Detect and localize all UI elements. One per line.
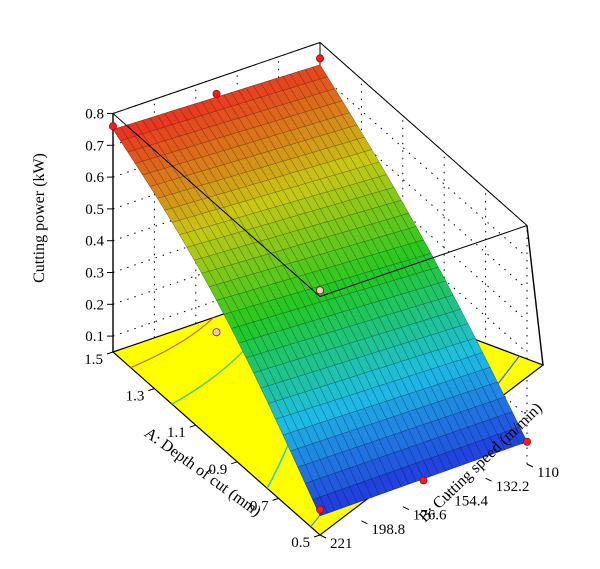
design-point xyxy=(212,328,221,337)
x-tick-label: 1.1 xyxy=(167,425,186,441)
right-edge xyxy=(526,225,544,366)
x-tick xyxy=(231,461,238,465)
response-surface xyxy=(112,64,528,517)
design-points xyxy=(109,54,532,514)
y-tick-label: 198.8 xyxy=(371,522,405,538)
z-grid-line xyxy=(112,41,528,226)
x-tick-label: 1.5 xyxy=(84,352,103,368)
y-tick-label: 176.6 xyxy=(413,508,447,524)
z-tick-label: 0.7 xyxy=(85,138,104,154)
z-tick-label: 0.5 xyxy=(85,202,104,218)
x-tick-label: 0.7 xyxy=(250,498,269,514)
x-tick-label: 0.5 xyxy=(291,535,310,551)
z-tick-label: 0.3 xyxy=(85,266,104,282)
x-tick xyxy=(189,424,196,428)
design-point xyxy=(109,122,118,131)
x-tick xyxy=(148,388,155,392)
axis-ticks: 0.1 0.2 0.3 0.4 0.5 0.6 0.7 0.8 0.5 0.7 0.9 1.1 1.3 1… xyxy=(84,107,559,553)
z-tick-label: 0.8 xyxy=(85,107,104,123)
design-point xyxy=(315,54,324,63)
y-tick-label: 132.2 xyxy=(496,479,530,495)
chart-front-frame xyxy=(112,113,528,298)
y-tick xyxy=(443,491,451,496)
y-tick-label: 154.4 xyxy=(454,493,488,509)
y-tick-label: 221 xyxy=(330,536,353,552)
x-tick xyxy=(313,534,321,538)
y-tick xyxy=(485,477,492,482)
y-tick xyxy=(526,463,534,468)
design-point xyxy=(523,437,532,446)
design-point xyxy=(419,476,428,485)
z-tick-label: 0.6 xyxy=(85,170,104,186)
z-tick-label: 0.1 xyxy=(85,329,104,345)
design-point xyxy=(212,89,221,98)
top-front-edge xyxy=(112,113,528,298)
x-tick xyxy=(106,351,114,355)
x-tick xyxy=(272,497,279,501)
design-point xyxy=(315,286,324,295)
z-tick-label: 0.4 xyxy=(85,234,104,250)
design-point xyxy=(315,505,324,514)
x-tick-label: 0.9 xyxy=(208,462,227,478)
x-tick-label: 1.3 xyxy=(126,389,145,405)
y-tick xyxy=(361,520,368,525)
y-tick xyxy=(402,506,410,511)
z-tick-label: 0.2 xyxy=(85,297,104,313)
y-tick-label: 110 xyxy=(537,465,559,481)
y-tick xyxy=(319,534,327,539)
z-axis-title: Cutting power (kW) xyxy=(31,153,48,283)
